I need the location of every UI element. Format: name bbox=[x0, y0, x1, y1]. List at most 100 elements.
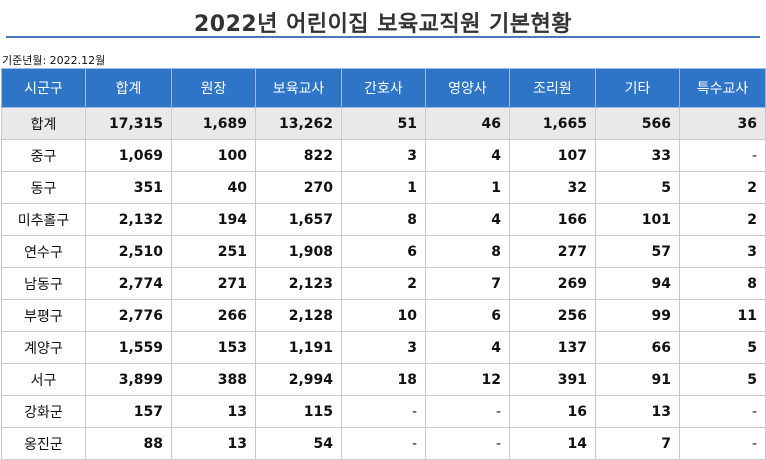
cell-other: 33 bbox=[595, 139, 680, 172]
cell-teacher: 1,657 bbox=[255, 203, 342, 236]
table-row: 남동구 2,774 271 2,123 2 7 269 94 8 bbox=[1, 267, 766, 300]
cell-nutritionist: - bbox=[425, 427, 510, 460]
cell-special-teacher: - bbox=[679, 395, 766, 428]
header-director: 원장 bbox=[171, 68, 256, 108]
cell-district: 옹진군 bbox=[1, 427, 86, 460]
cell-district: 미추홀구 bbox=[1, 203, 86, 236]
header-nurse: 간호사 bbox=[341, 68, 426, 108]
cell-cook: 107 bbox=[509, 139, 596, 172]
cell-nutritionist: 4 bbox=[425, 203, 510, 236]
cell-other: 66 bbox=[595, 331, 680, 364]
reference-date-label: 기준년월: 2022.12월 bbox=[2, 54, 106, 67]
cell-district: 강화군 bbox=[1, 395, 86, 428]
cell-district: 남동구 bbox=[1, 267, 86, 300]
cell-nurse: 2 bbox=[341, 267, 426, 300]
cell-director: 271 bbox=[171, 267, 256, 300]
cell-cook: 16 bbox=[509, 395, 596, 428]
table-row: 미추홀구 2,132 194 1,657 8 4 166 101 2 bbox=[1, 203, 766, 236]
cell-director: 153 bbox=[171, 331, 256, 364]
cell-nurse: 18 bbox=[341, 363, 426, 396]
cell-district: 연수구 bbox=[1, 235, 86, 268]
table-total-row: 합계 17,315 1,689 13,262 51 46 1,665 566 36 bbox=[1, 107, 766, 140]
cell-total: 2,132 bbox=[85, 203, 172, 236]
cell-other: 57 bbox=[595, 235, 680, 268]
cell-cook: 391 bbox=[509, 363, 596, 396]
cell-director: 100 bbox=[171, 139, 256, 172]
cell-cook: 32 bbox=[509, 171, 596, 204]
cell-district: 합계 bbox=[1, 107, 86, 140]
cell-cook: 277 bbox=[509, 235, 596, 268]
cell-nutritionist: 12 bbox=[425, 363, 510, 396]
cell-cook: 256 bbox=[509, 299, 596, 332]
cell-nutritionist: 46 bbox=[425, 107, 510, 140]
cell-special-teacher: 5 bbox=[679, 331, 766, 364]
cell-cook: 137 bbox=[509, 331, 596, 364]
cell-special-teacher: 2 bbox=[679, 203, 766, 236]
cell-other: 94 bbox=[595, 267, 680, 300]
cell-special-teacher: - bbox=[679, 139, 766, 172]
header-other: 기타 bbox=[595, 68, 680, 108]
header-total: 합계 bbox=[85, 68, 172, 108]
header-district: 시군구 bbox=[1, 68, 86, 108]
cell-director: 13 bbox=[171, 395, 256, 428]
cell-nurse: - bbox=[341, 395, 426, 428]
cell-nutritionist: - bbox=[425, 395, 510, 428]
cell-cook: 269 bbox=[509, 267, 596, 300]
cell-nurse: 8 bbox=[341, 203, 426, 236]
cell-teacher: 2,128 bbox=[255, 299, 342, 332]
cell-nutritionist: 1 bbox=[425, 171, 510, 204]
cell-teacher: 1,908 bbox=[255, 235, 342, 268]
cell-other: 91 bbox=[595, 363, 680, 396]
cell-special-teacher: 8 bbox=[679, 267, 766, 300]
staff-table: 시군구 합계 원장 보육교사 간호사 영양사 조리원 기타 특수교사 합계 17,… bbox=[1, 68, 766, 460]
cell-director: 40 bbox=[171, 171, 256, 204]
cell-nutritionist: 4 bbox=[425, 139, 510, 172]
cell-director: 251 bbox=[171, 235, 256, 268]
header-teacher: 보육교사 bbox=[255, 68, 342, 108]
table-row: 동구 351 40 270 1 1 32 5 2 bbox=[1, 171, 766, 204]
cell-teacher: 2,123 bbox=[255, 267, 342, 300]
cell-total: 351 bbox=[85, 171, 172, 204]
cell-other: 13 bbox=[595, 395, 680, 428]
cell-director: 13 bbox=[171, 427, 256, 460]
cell-total: 1,559 bbox=[85, 331, 172, 364]
table-row: 강화군 157 13 115- -16 13- bbox=[1, 395, 766, 428]
cell-teacher: 115 bbox=[255, 395, 342, 428]
cell-teacher: 270 bbox=[255, 171, 342, 204]
header-nutritionist: 영양사 bbox=[425, 68, 510, 108]
cell-cook: 1,665 bbox=[509, 107, 596, 140]
cell-nurse: 10 bbox=[341, 299, 426, 332]
cell-district: 중구 bbox=[1, 139, 86, 172]
table-row: 부평구 2,776 266 2,128 10 6 256 99 11 bbox=[1, 299, 766, 332]
cell-nutritionist: 8 bbox=[425, 235, 510, 268]
header-cook: 조리원 bbox=[509, 68, 596, 108]
cell-nutritionist: 6 bbox=[425, 299, 510, 332]
cell-cook: 14 bbox=[509, 427, 596, 460]
cell-special-teacher: - bbox=[679, 427, 766, 460]
cell-total: 3,899 bbox=[85, 363, 172, 396]
cell-district: 서구 bbox=[1, 363, 86, 396]
cell-nurse: 3 bbox=[341, 139, 426, 172]
cell-total: 1,069 bbox=[85, 139, 172, 172]
table-row: 중구 1,069 100 822 3 4 107 33- bbox=[1, 139, 766, 172]
cell-director: 1,689 bbox=[171, 107, 256, 140]
cell-total: 2,774 bbox=[85, 267, 172, 300]
cell-other: 5 bbox=[595, 171, 680, 204]
cell-total: 2,510 bbox=[85, 235, 172, 268]
cell-teacher: 54 bbox=[255, 427, 342, 460]
cell-total: 88 bbox=[85, 427, 172, 460]
cell-teacher: 13,262 bbox=[255, 107, 342, 140]
cell-nurse: 3 bbox=[341, 331, 426, 364]
table-row: 연수구 2,510 251 1,908 6 8 277 57 3 bbox=[1, 235, 766, 268]
cell-total: 157 bbox=[85, 395, 172, 428]
page-title: 2022년 어린이집 보육교직원 기본현황 bbox=[193, 12, 573, 37]
table-row: 서구 3,899 388 2,994 18 12 391 91 5 bbox=[1, 363, 766, 396]
header-special-teacher: 특수교사 bbox=[679, 68, 766, 108]
title-divider bbox=[6, 36, 760, 38]
cell-other: 566 bbox=[595, 107, 680, 140]
cell-nurse: 6 bbox=[341, 235, 426, 268]
cell-director: 266 bbox=[171, 299, 256, 332]
cell-cook: 166 bbox=[509, 203, 596, 236]
cell-district: 부평구 bbox=[1, 299, 86, 332]
cell-teacher: 1,191 bbox=[255, 331, 342, 364]
